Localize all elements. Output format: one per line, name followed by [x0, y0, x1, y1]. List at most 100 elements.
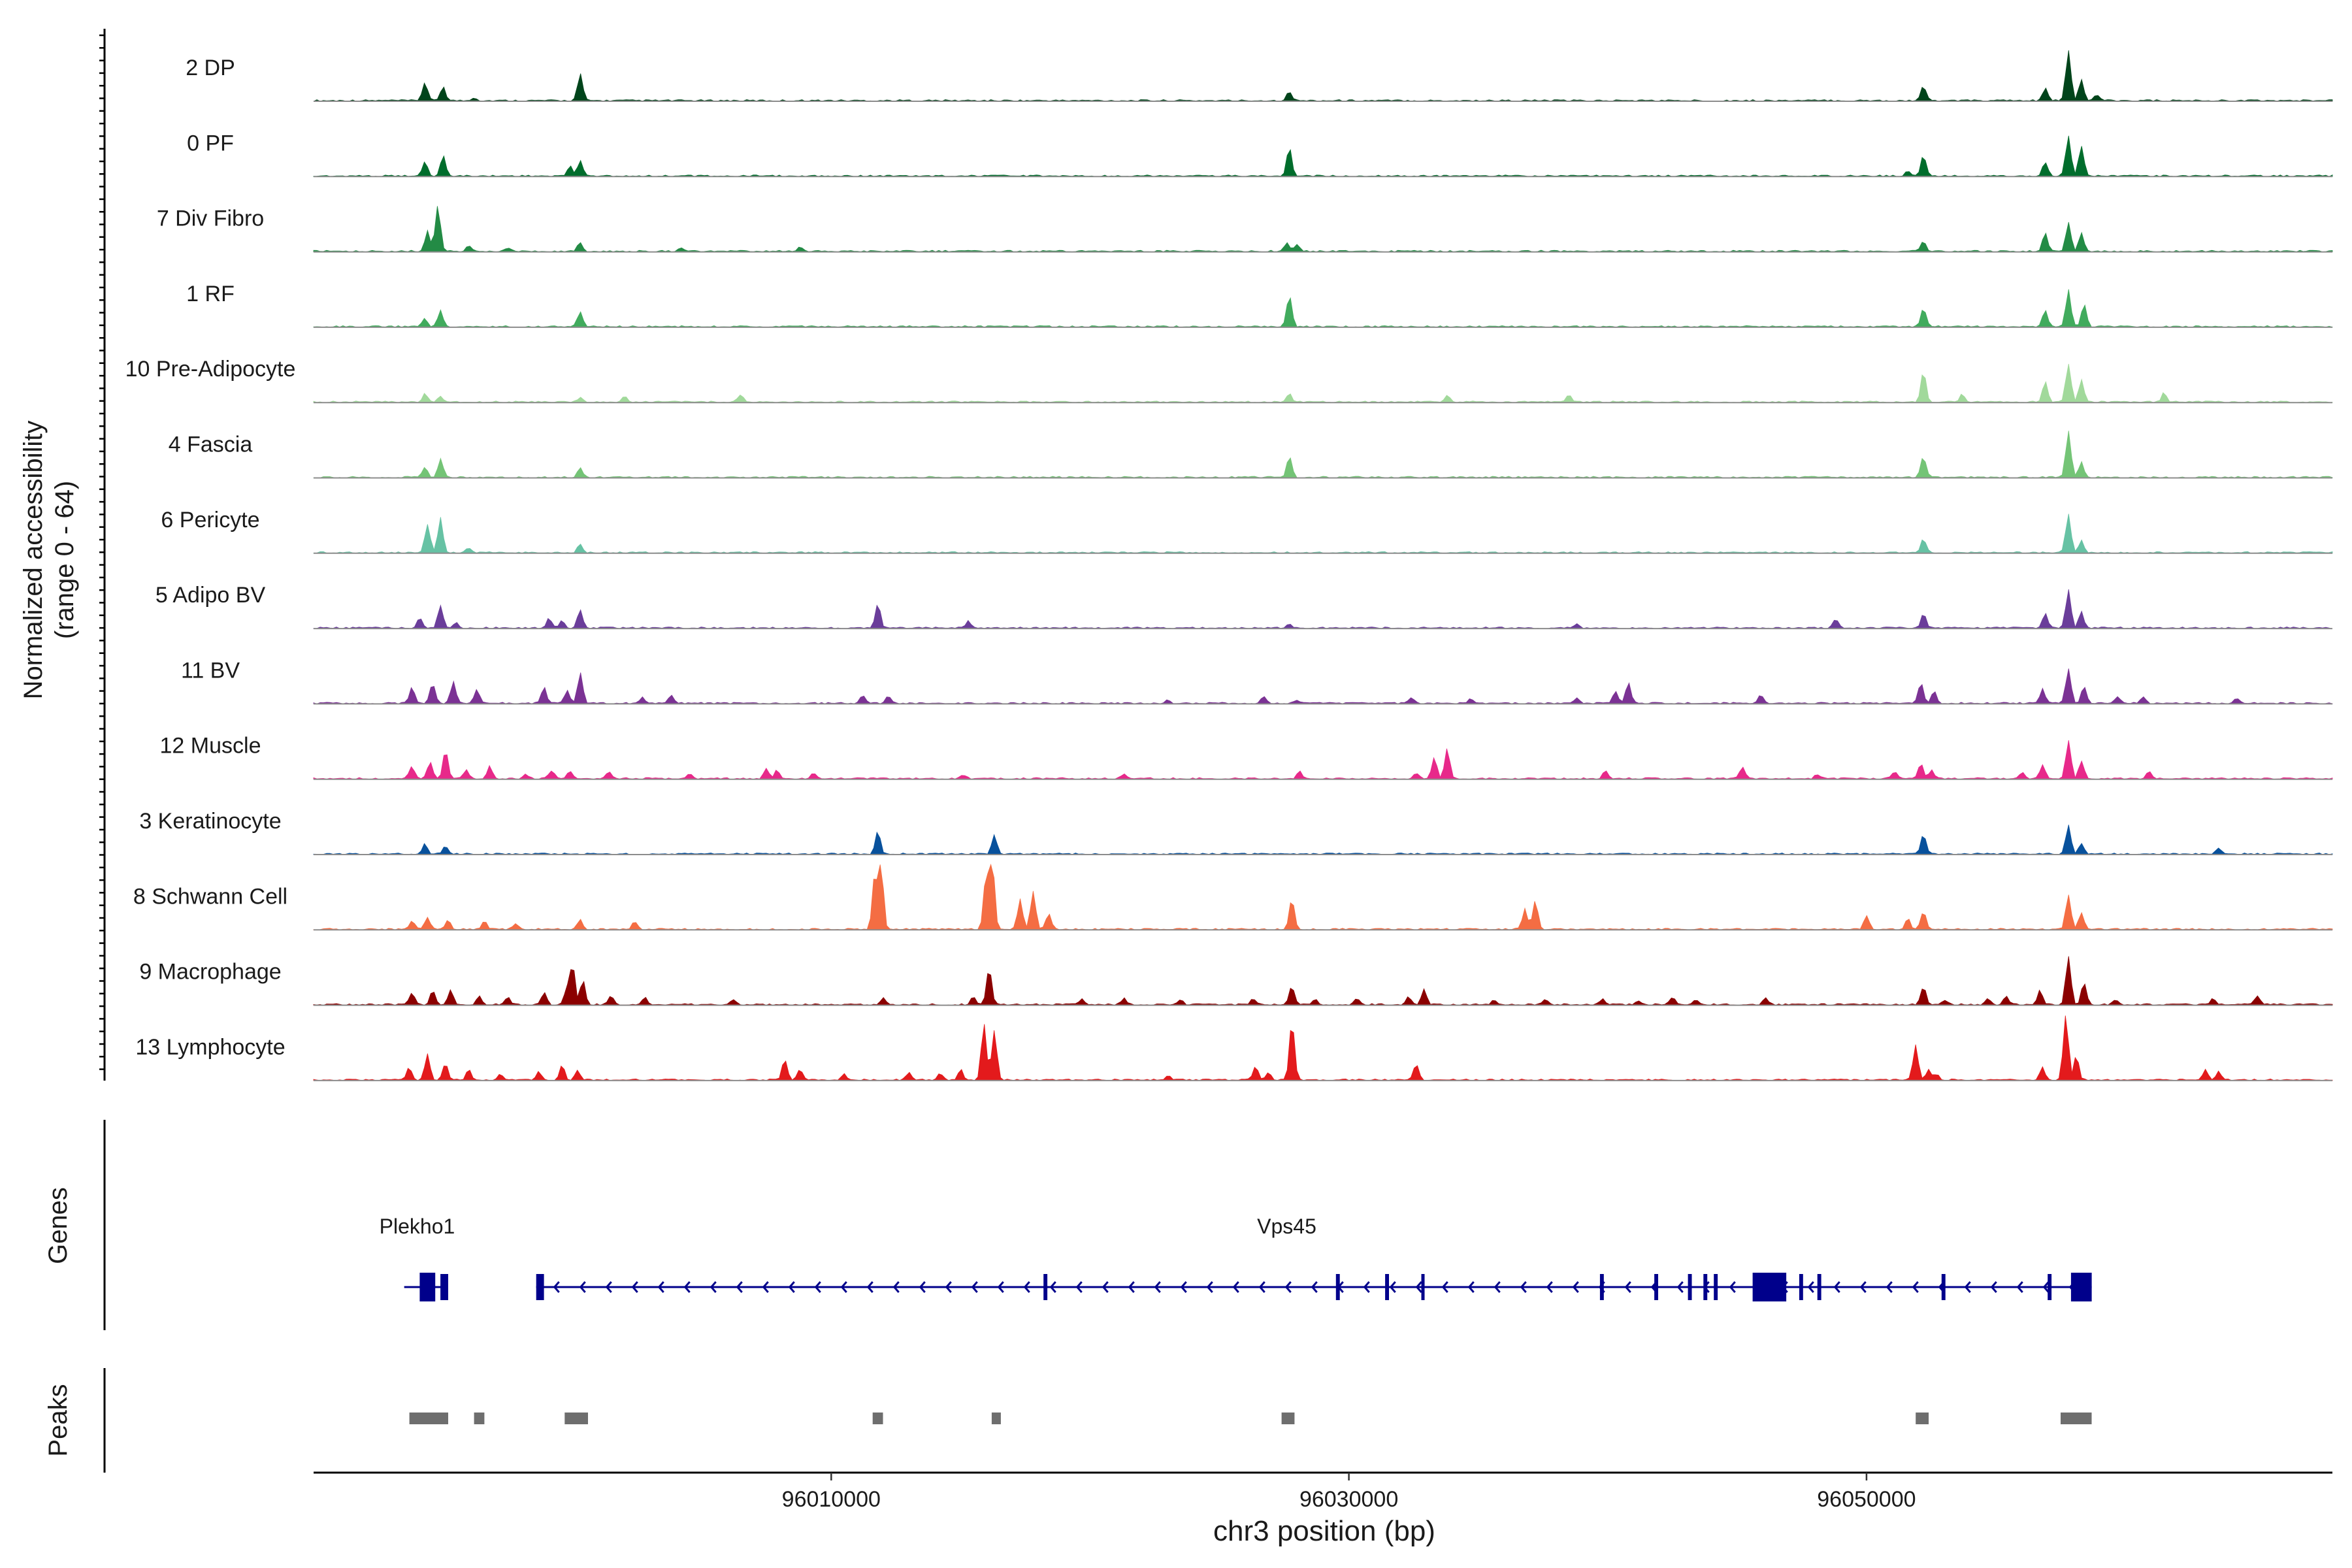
strand-arrow-2-28 — [1258, 1281, 1266, 1293]
track-label-12-muscle: 12 Muscle — [160, 734, 261, 759]
gene-model-2 — [536, 1273, 2092, 1301]
track-13-lymphocyte: 13 Lymphocyte — [135, 1015, 2333, 1081]
strand-arrow-2-1 — [553, 1281, 560, 1293]
track-label-6-pericyte: 6 Pericyte — [161, 508, 259, 532]
strand-arrow-2-56 — [1990, 1281, 1997, 1293]
track-label-4-fascia: 4 Fascia — [169, 433, 253, 457]
exon-1-1 — [419, 1273, 436, 1301]
x-axis-title: chr3 position (bp) — [1213, 1515, 1435, 1547]
strand-arrow-2-42 — [1624, 1281, 1631, 1293]
exon-2-1 — [536, 1274, 544, 1300]
gene-models: Plekho1 Vps45 — [380, 1215, 2092, 1301]
track-label-1-rf: 1 RF — [186, 282, 235, 306]
track-label-13-lymphocyte: 13 Lymphocyte — [135, 1035, 285, 1060]
exon-2-9 — [1703, 1274, 1708, 1300]
strand-arrow-2-55 — [1964, 1281, 1971, 1293]
strand-arrow-2-8 — [736, 1281, 743, 1293]
coverage-area-1-rf — [313, 289, 2333, 328]
track-6-pericyte: 6 Pericyte — [161, 508, 2333, 554]
strand-arrow-2-7 — [710, 1281, 717, 1293]
peak-region-5 — [991, 1413, 1001, 1424]
strand-arrow-2-26 — [1206, 1281, 1213, 1293]
exon-2-14 — [1941, 1274, 1946, 1300]
peak-region-3 — [564, 1413, 588, 1424]
exon-2-7 — [1654, 1274, 1658, 1300]
peak-region-6 — [1281, 1413, 1295, 1424]
strand-arrow-2-29 — [1284, 1281, 1292, 1293]
strand-arrow-2-12 — [840, 1281, 847, 1293]
x-tick-label-1: 96010000 — [782, 1487, 881, 1512]
strand-arrow-2-6 — [683, 1281, 691, 1293]
strand-arrow-2-36 — [1467, 1281, 1475, 1293]
exon-2-12 — [1799, 1274, 1803, 1300]
strand-arrow-2-33 — [1389, 1281, 1396, 1293]
track-label-11-bv: 11 BV — [181, 658, 240, 683]
track-9-macrophage: 9 Macrophage — [139, 956, 2333, 1006]
strand-arrow-2-44 — [1676, 1281, 1684, 1293]
strand-arrow-2-22 — [1102, 1281, 1109, 1293]
strand-arrow-2-25 — [1180, 1281, 1187, 1293]
x-tick-label-2: 96030000 — [1299, 1487, 1398, 1512]
strand-arrow-2-9 — [762, 1281, 769, 1293]
strand-arrow-2-5 — [657, 1281, 664, 1293]
strand-arrow-2-37 — [1494, 1281, 1501, 1293]
track-11-bv: 11 BV — [181, 658, 2333, 705]
track-label-5-adipo-bv: 5 Adipo BV — [155, 583, 266, 608]
strand-arrow-2-34 — [1415, 1281, 1422, 1293]
track-label-9-macrophage: 9 Macrophage — [139, 960, 281, 985]
exon-2-6 — [1599, 1274, 1604, 1300]
gene-model-1 — [404, 1273, 448, 1301]
peak-region-2 — [474, 1413, 485, 1424]
exon-2-16 — [2070, 1273, 2092, 1301]
exon-1-2 — [440, 1274, 448, 1300]
exon-2-5 — [1421, 1274, 1425, 1300]
track-5-adipo-bv: 5 Adipo BV — [155, 583, 2333, 630]
y-axis-title-line2: (range 0 - 64) — [50, 481, 79, 639]
strand-arrow-2-14 — [892, 1281, 900, 1293]
track-label-7-div-fibro: 7 Div Fibro — [157, 206, 264, 231]
peak-region-4 — [872, 1413, 883, 1424]
strand-arrow-2-23 — [1128, 1281, 1135, 1293]
track-4-fascia: 4 Fascia — [169, 431, 2333, 479]
gene-label-plekho1: Plekho1 — [380, 1215, 455, 1238]
strand-arrow-2-53 — [1912, 1281, 1919, 1293]
track-label-10-pre-adipocyte: 10 Pre-Adipocyte — [125, 357, 296, 382]
peak-region-8 — [2061, 1413, 2092, 1424]
peaks-track-label: Peaks — [44, 1384, 73, 1456]
track-label-2-dp: 2 DP — [186, 56, 235, 80]
track-7-div-fibro: 7 Div Fibro — [157, 206, 2333, 253]
exon-2-3 — [1335, 1274, 1340, 1300]
strand-arrow-2-17 — [971, 1281, 978, 1293]
x-tick-label-3: 96050000 — [1817, 1487, 1916, 1512]
track-1-rf: 1 RF — [186, 282, 2333, 328]
track-0-pf: 0 PF — [187, 131, 2333, 178]
track-2-dp: 2 DP — [186, 50, 2333, 102]
strand-arrow-2-13 — [866, 1281, 874, 1293]
strand-arrow-2-39 — [1546, 1281, 1553, 1293]
strand-arrow-2-27 — [1232, 1281, 1239, 1293]
strand-arrow-2-46 — [1729, 1281, 1736, 1293]
track-8-schwann-cell: 8 Schwann Cell — [133, 863, 2333, 931]
exon-2-15 — [2048, 1274, 2052, 1300]
peak-regions — [409, 1413, 2092, 1424]
strand-arrow-2-38 — [1520, 1281, 1527, 1293]
coverage-y-axis-ticks — [99, 34, 105, 1070]
strand-arrow-2-18 — [997, 1281, 1004, 1293]
exon-2-13 — [1817, 1274, 1821, 1300]
strand-arrow-2-58 — [2042, 1281, 2050, 1293]
strand-arrow-2-3 — [605, 1281, 612, 1293]
exon-2-8 — [1688, 1274, 1692, 1300]
strand-arrow-2-30 — [1311, 1281, 1318, 1293]
strand-arrow-2-40 — [1572, 1281, 1579, 1293]
track-3-keratinocyte: 3 Keratinocyte — [139, 809, 2333, 855]
genes-track-label: Genes — [44, 1187, 73, 1264]
track-10-pre-adipocyte: 10 Pre-Adipocyte — [125, 357, 2333, 404]
strand-arrow-2-35 — [1441, 1281, 1448, 1293]
y-axis-title-line1: Normalized accessibility — [19, 421, 48, 700]
strand-arrow-2-57 — [2016, 1281, 2023, 1293]
coverage-area-11-bv — [313, 668, 2333, 704]
strand-arrow-2-10 — [788, 1281, 795, 1293]
x-axis-ticks: 96010000 96030000 96050000 — [782, 1473, 1916, 1512]
strand-arrow-2-51 — [1859, 1281, 1867, 1293]
exon-2-10 — [1714, 1274, 1718, 1300]
